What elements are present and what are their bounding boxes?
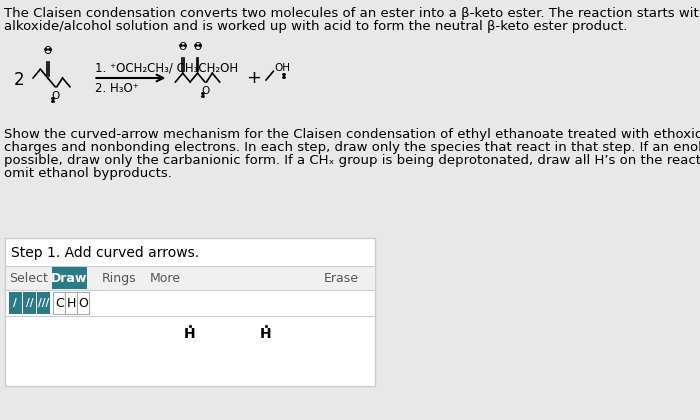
Bar (8, 292, 22, 314)
Bar (53, 292, 65, 314)
Text: 2. H₃O⁺: 2. H₃O⁺ (95, 81, 139, 94)
Text: charges and nonbonding electrons. In each step, draw only the species that react: charges and nonbonding electrons. In eac… (4, 141, 700, 154)
Text: 2: 2 (13, 71, 24, 89)
Text: O: O (43, 46, 52, 56)
Text: 1. ⁺OCH₂CH₃/ CH₃CH₂OH: 1. ⁺OCH₂CH₃/ CH₃CH₂OH (95, 61, 238, 74)
Text: H: H (66, 297, 76, 310)
Text: C: C (55, 297, 64, 310)
Text: O: O (202, 86, 209, 96)
Text: ///: /// (38, 298, 49, 308)
Bar (6, 238, 375, 386)
Text: O: O (78, 297, 88, 310)
Bar (77, 292, 89, 314)
Text: omit ethanol byproducts.: omit ethanol byproducts. (4, 167, 172, 180)
Text: H: H (184, 327, 196, 341)
Text: O: O (52, 91, 60, 101)
Bar (37, 292, 50, 314)
Text: Step 1. Add curved arrows.: Step 1. Add curved arrows. (11, 246, 199, 260)
Text: //: // (26, 298, 33, 308)
Text: More: More (150, 271, 181, 284)
Text: Show the curved-arrow mechanism for the Claisen condensation of ethyl ethanoate : Show the curved-arrow mechanism for the … (4, 128, 700, 141)
Bar (23, 292, 36, 314)
Bar (6, 266, 375, 290)
Text: OH: OH (274, 63, 290, 73)
Bar (65, 292, 77, 314)
Text: The Claisen condensation converts two molecules of an ester into a β-keto ester.: The Claisen condensation converts two mo… (4, 7, 700, 20)
Text: /: / (13, 298, 17, 308)
Text: possible, draw only the carbanionic form. If a CHₓ group is being deprotonated, : possible, draw only the carbanionic form… (4, 154, 700, 167)
Text: O: O (178, 42, 187, 52)
Bar (52, 267, 87, 289)
Text: Draw: Draw (51, 271, 88, 284)
Text: Erase: Erase (323, 271, 358, 284)
Text: Select: Select (9, 271, 48, 284)
Text: O: O (193, 42, 202, 52)
Text: H: H (260, 327, 272, 341)
Text: Rings: Rings (102, 271, 136, 284)
Text: +: + (246, 69, 262, 87)
Text: alkoxide/alcohol solution and is worked up with acid to form the neutral β-keto : alkoxide/alcohol solution and is worked … (4, 20, 628, 33)
